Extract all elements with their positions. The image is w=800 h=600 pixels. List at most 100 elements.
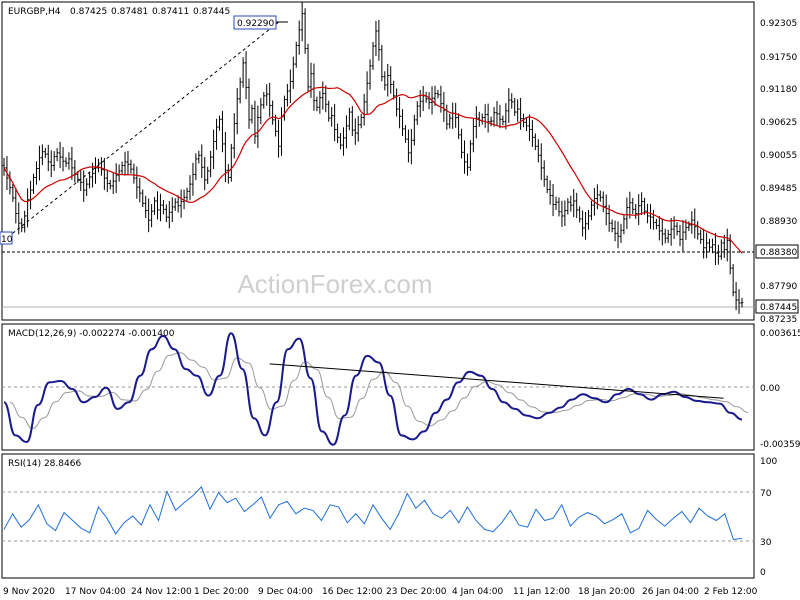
price-bar [286,83,289,107]
price-bar [129,159,133,174]
price-bar [283,95,286,121]
price-bar [392,80,395,100]
price-bar [209,150,212,178]
price-bar [737,289,741,314]
price-bar [554,196,558,210]
price-bar [241,57,245,88]
price-tick-label: 0.90625 [760,118,797,128]
price-tick-label: 0.91180 [760,85,797,95]
x-tick-label: 1 Dec 20:00 [194,587,249,597]
price-bar [395,88,398,117]
price-bar [247,78,251,129]
price-bar [126,150,130,176]
price-bar [507,88,511,123]
price-bar [413,114,416,146]
price-tick-label: 0.88930 [760,217,797,227]
price-bar [643,197,646,215]
price-bar [52,151,56,171]
price-bar [353,118,357,145]
price-bar [165,204,168,223]
rsi-tick-label: 70 [760,489,772,499]
price-bar [501,115,505,126]
macd-label: MACD(12,26,9) -0.002274 -0.001400 [8,329,175,339]
price-bar [374,20,378,57]
price-bar [135,166,139,199]
rsi-tick-label: 100 [760,457,777,467]
price-bar [495,101,499,126]
price-bar [475,106,478,139]
price-bar [616,221,620,249]
price-bar [179,189,183,218]
price-bar [212,129,215,169]
x-tick-label: 24 Nov 12:00 [131,587,192,597]
macd-line [3,332,743,446]
price-bar [442,91,446,122]
price-bar [531,119,534,147]
price-bar [728,234,732,275]
price-bar [717,244,720,265]
price-bar [545,175,549,194]
rsi-tick-label: 0 [760,568,766,578]
price-bar [156,191,159,220]
x-axis: 9 Nov 2020 17 Nov 04:00 24 Nov 12:00 1 D… [3,587,758,597]
price-bar [49,150,53,178]
x-tick-label: 16 Dec 12:00 [322,587,383,597]
price-bar [681,220,685,252]
price-bar [168,201,171,229]
price-bar [162,200,165,215]
price-bar [76,170,80,183]
price-tick-label: 0.87790 [760,282,797,292]
price-bar [238,77,242,104]
price-bar [596,184,599,210]
price-bar [289,69,292,104]
price-bar [415,101,419,125]
price-bar [277,119,280,158]
price-bar [138,177,142,203]
price-bar [575,192,578,219]
price-bar [82,170,86,202]
price-bar [427,92,431,110]
price-bar [578,206,581,223]
price-bar [708,238,711,252]
price-bar [646,203,649,224]
price-bar [655,218,658,230]
price-bar [504,103,508,130]
price-bar [693,208,697,239]
rsi-label: RSI(14) 28.8466 [8,459,81,469]
price-bar [150,204,153,228]
price-bar [634,203,638,219]
price-bar [599,190,602,202]
price-bar [587,209,590,230]
price-bar [11,183,15,202]
price-bar [117,164,121,182]
price-bar [265,84,269,106]
price-bar [637,194,640,226]
price-bar [362,93,366,126]
annotation-low-label: 10 [1,235,13,245]
price-bar [203,156,207,191]
price-bar [194,153,198,181]
price-bar [463,140,466,174]
price-bar [628,191,632,219]
price-bar [253,100,257,144]
price-bar [176,195,180,213]
price-tick-label: 0.90055 [760,151,797,161]
price-bar [41,144,44,166]
price-bar [557,197,561,217]
price-bar [368,59,372,90]
price-bar [259,98,263,125]
macd-signal-line [9,352,749,429]
price-bar [472,118,475,153]
price-bar [439,85,443,113]
price-bar [631,197,635,215]
price-bar [356,116,360,142]
price-bar [604,194,608,226]
price-bar [111,173,115,195]
price-bar [188,175,192,201]
price-symbol-label: EURGBP,H4 [8,7,61,17]
price-bar [271,100,274,125]
price-bar [339,132,342,150]
price-bar [120,161,124,175]
price-bar [581,210,584,237]
price-bar [185,187,189,201]
